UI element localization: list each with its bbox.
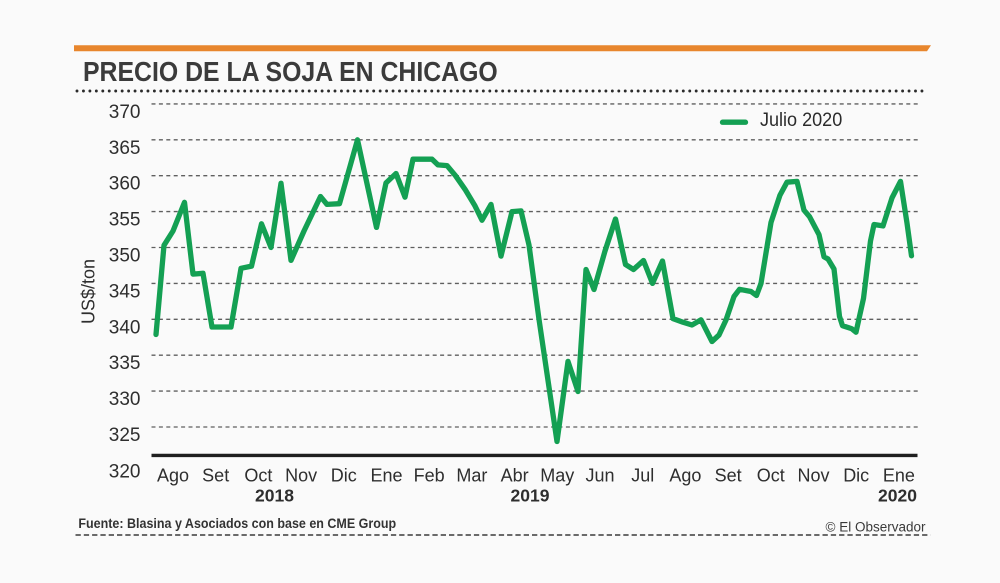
svg-text:Ago: Ago [669, 466, 701, 486]
svg-text:340: 340 [109, 317, 141, 338]
svg-text:Fuente: Blasina y Asociados co: Fuente: Blasina y Asociados con base en … [78, 515, 396, 531]
svg-text:355: 355 [109, 210, 141, 231]
svg-text:May: May [540, 466, 574, 486]
svg-text:2019: 2019 [511, 486, 550, 506]
svg-text:2020: 2020 [878, 486, 917, 506]
svg-text:Set: Set [715, 466, 742, 486]
svg-text:Dic: Dic [331, 466, 357, 486]
svg-text:Dic: Dic [843, 466, 869, 486]
svg-text:Julio 2020: Julio 2020 [760, 109, 842, 131]
svg-text:Abr: Abr [501, 466, 529, 486]
svg-text:345: 345 [109, 281, 141, 302]
svg-text:Feb: Feb [414, 466, 445, 486]
svg-text:© El Observador: © El Observador [826, 520, 926, 535]
svg-text:Nov: Nov [285, 466, 317, 486]
svg-text:Ene: Ene [370, 466, 402, 486]
svg-text:Jul: Jul [631, 466, 654, 486]
svg-text:Ene: Ene [883, 466, 915, 486]
svg-text:Jun: Jun [585, 466, 614, 486]
svg-text:US$/ton: US$/ton [79, 259, 99, 324]
svg-text:360: 360 [109, 174, 141, 195]
svg-text:Mar: Mar [456, 466, 487, 486]
svg-text:2018: 2018 [255, 486, 294, 506]
svg-text:320: 320 [109, 462, 141, 483]
svg-text:350: 350 [109, 246, 141, 267]
svg-text:Ago: Ago [157, 466, 189, 486]
svg-text:365: 365 [109, 138, 141, 159]
svg-text:Nov: Nov [797, 466, 829, 486]
svg-text:Oct: Oct [757, 466, 785, 486]
svg-text:PRECIO DE LA SOJA EN CHICAGO: PRECIO DE LA SOJA EN CHICAGO [83, 56, 498, 88]
svg-text:335: 335 [109, 353, 141, 374]
svg-text:325: 325 [109, 425, 141, 446]
svg-text:330: 330 [109, 389, 141, 410]
svg-text:Oct: Oct [244, 466, 272, 486]
svg-text:Set: Set [202, 466, 229, 486]
svg-text:370: 370 [109, 102, 141, 123]
